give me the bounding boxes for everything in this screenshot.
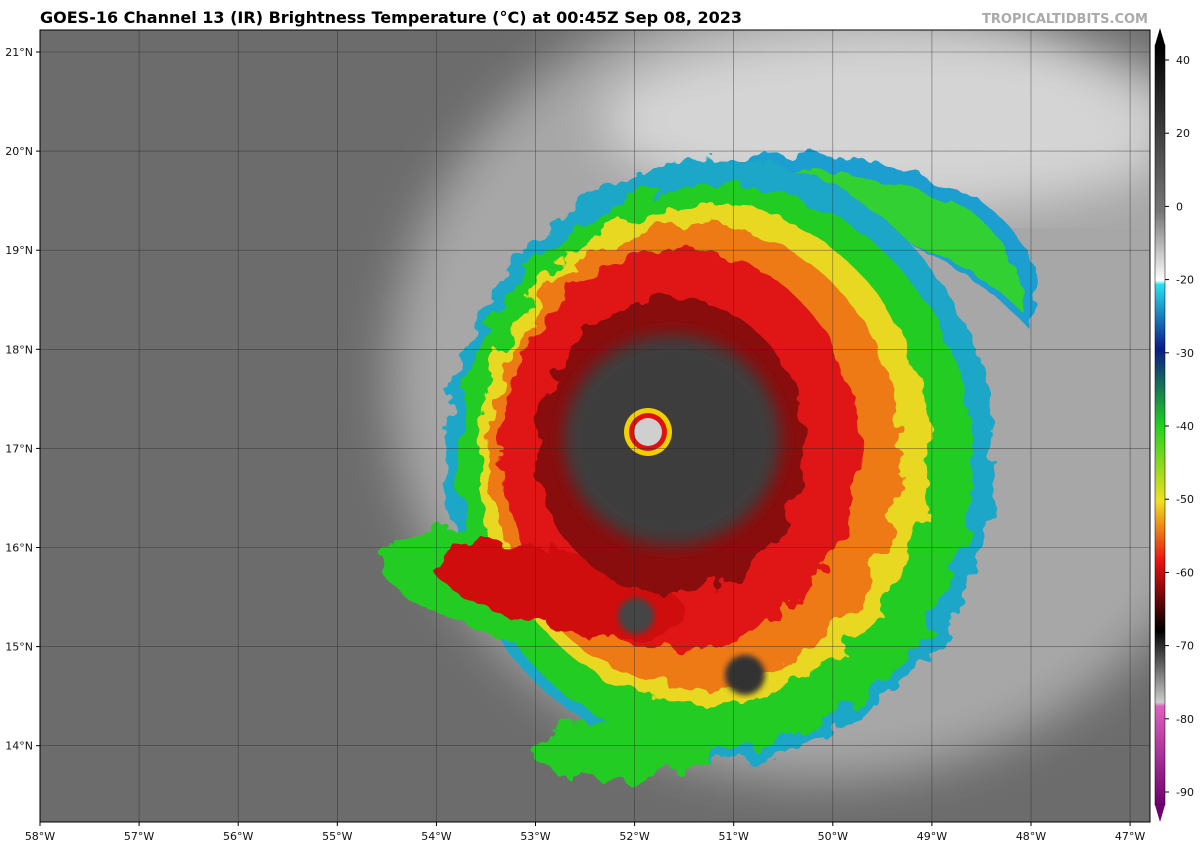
colorbar-label: -50 [1176,493,1194,506]
colorbar-label: -90 [1176,786,1194,799]
lon-label: 48°W [1016,830,1046,843]
lon-label: 49°W [917,830,947,843]
lon-label: 47°W [1115,830,1145,843]
lat-label: 15°N [5,641,33,654]
lat-label: 20°N [5,145,33,158]
lat-label: 18°N [5,343,33,356]
colorbar-label: -40 [1176,420,1194,433]
eye [634,418,662,446]
lat-label: 19°N [5,244,33,257]
lon-label: 56°W [223,830,253,843]
lon-label: 50°W [818,830,848,843]
colorbar-label: -80 [1176,713,1194,726]
convective-cell [618,598,654,634]
lon-label: 57°W [124,830,154,843]
colorbar-label: 20 [1176,127,1190,140]
graticule [40,30,1150,822]
band-green [530,720,710,780]
lat-label: 16°N [5,542,33,555]
colorbar-label: -20 [1176,274,1194,287]
lon-label: 53°W [520,830,550,843]
map-frame [39,29,1151,823]
convective-cell [725,655,765,695]
lon-label: 55°W [322,830,352,843]
lon-label: 58°W [25,830,55,843]
credit: TROPICALTIDBITS.COM [982,12,1148,27]
colorbar-arrow [1155,28,1165,45]
colorbar-label: 40 [1176,54,1190,67]
colorbar-label: -70 [1176,640,1194,653]
cold-core [564,335,780,545]
lat-label: 17°N [5,442,33,455]
colorbar-label: 0 [1176,200,1183,213]
axis-labels: 21°N 20°N 19°N 18°N 17°N 16°N 15°N 14°N 58°W 57°W… [5,46,1194,843]
colorbar [1154,44,1166,806]
imagery [40,30,1150,822]
lon-label: 51°W [719,830,749,843]
lat-label: 21°N [5,46,33,59]
lon-label: 54°W [421,830,451,843]
lat-label: 14°N [5,740,33,753]
colorbar-arrow [1155,805,1165,822]
colorbar-label: -60 [1176,566,1194,579]
map-title: GOES-16 Channel 13 (IR) Brightness Tempe… [40,8,742,27]
lon-label: 52°W [619,830,649,843]
colorbar-label: -30 [1176,347,1194,360]
